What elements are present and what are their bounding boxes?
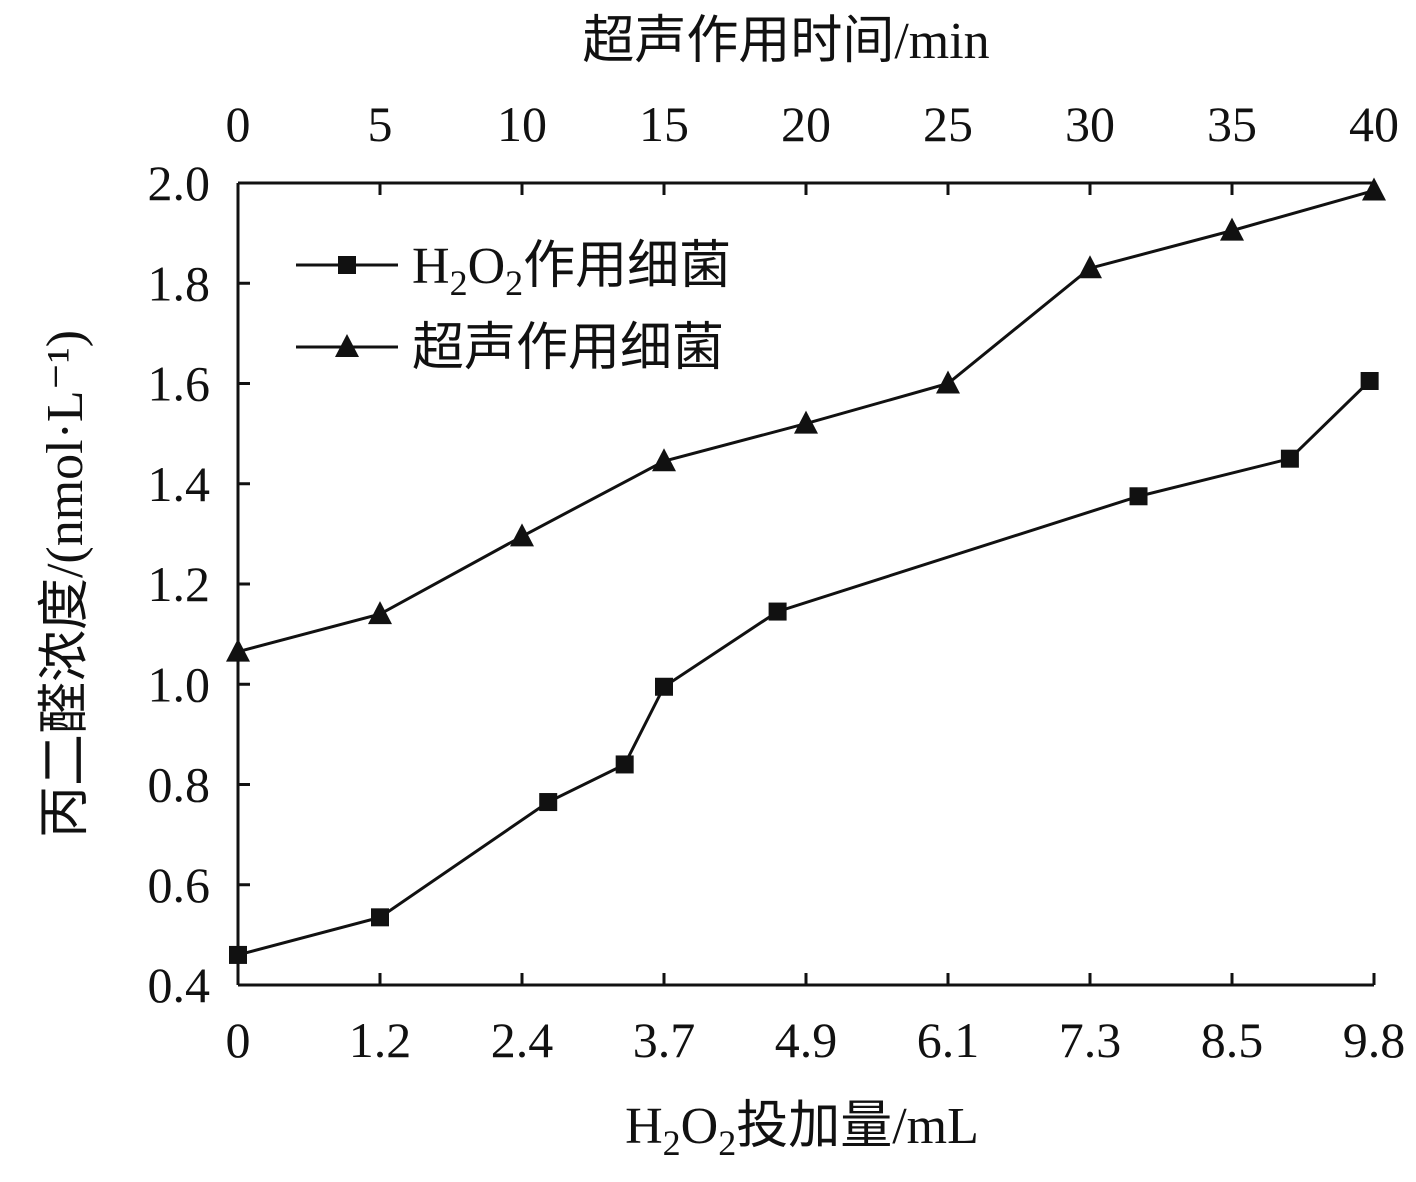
square-marker [1129,487,1148,506]
triangle-marker [1220,217,1244,241]
x-bottom-tick-label: 6.1 [917,1012,980,1068]
x-top-tick-label: 30 [1065,96,1115,152]
x-bottom-tick-label: 7.3 [1059,1012,1122,1068]
y-tick-label: 0.8 [148,757,211,813]
x-axis-top-title: 超声作用时间/min [582,13,989,70]
x-top-tick-label: 0 [226,96,251,152]
legend-item: H2O2作用细菌 [296,238,731,303]
triangle-marker [335,334,359,357]
y-tick-label: 1.0 [148,656,211,712]
x-top-tick-label: 20 [781,96,831,152]
triangle-marker [1078,255,1102,279]
y-tick-label: 1.2 [148,556,211,612]
triangle-marker [936,370,960,394]
x-axis-bottom-title: H2O2投加量/mL [625,1098,979,1163]
square-marker [1280,449,1299,468]
x-bottom-tick-label: 0 [226,1012,251,1068]
triangle-marker [510,523,534,547]
x-bottom-tick-label: 9.8 [1343,1012,1406,1068]
series-line [237,379,1371,957]
y-tick-label: 0.6 [148,857,211,913]
triangle-marker [652,448,676,472]
y-tick-label: 1.6 [148,356,211,412]
y-axis-title: 丙二醛浓度/(nmol·L⁻¹) [37,330,94,838]
legend-item: 超声作用细菌 [296,320,724,377]
square-marker [338,256,356,274]
triangle-marker [794,410,818,434]
x-bottom-tick-label: 4.9 [775,1012,838,1068]
y-tick-label: 2.0 [148,155,211,211]
x-top-tick-label: 5 [368,96,393,152]
y-tick-label: 1.4 [148,456,211,512]
triangle-marker [226,638,250,662]
square-marker [768,602,787,621]
series-h2o2 [229,371,1379,964]
square-marker [1360,371,1379,390]
triangle-marker [368,601,392,625]
square-marker [539,793,558,812]
triangle-marker [1362,177,1386,201]
square-marker [615,755,634,774]
x-top-tick-label: 35 [1207,96,1257,152]
x-bottom-tick-label: 3.7 [633,1012,696,1068]
x-top-tick-label: 10 [497,96,547,152]
legend-label: H2O2作用细菌 [412,238,731,303]
series-ultrasound [226,177,1386,662]
y-tick-label: 0.4 [148,957,211,1013]
square-marker [229,945,247,964]
series-layer [226,177,1386,964]
square-marker [655,677,673,696]
axes: 0.4 0.6 0.8 1.0 1.2 1.4 1.6 1.8 2.0 0 1.2 2.4 3.7 4.9… [37,13,1405,1163]
y-tick-label: 1.8 [148,255,211,311]
x-bottom-tick-label: 8.5 [1201,1012,1264,1068]
square-marker [371,908,389,927]
x-bottom-tick-label: 2.4 [491,1012,554,1068]
x-top-tick-label: 25 [923,96,973,152]
legend-label: 超声作用细菌 [412,320,724,377]
x-bottom-tick-label: 1.2 [349,1012,412,1068]
x-top-tick-label: 15 [639,96,689,152]
x-top-tick-label: 40 [1349,96,1399,152]
